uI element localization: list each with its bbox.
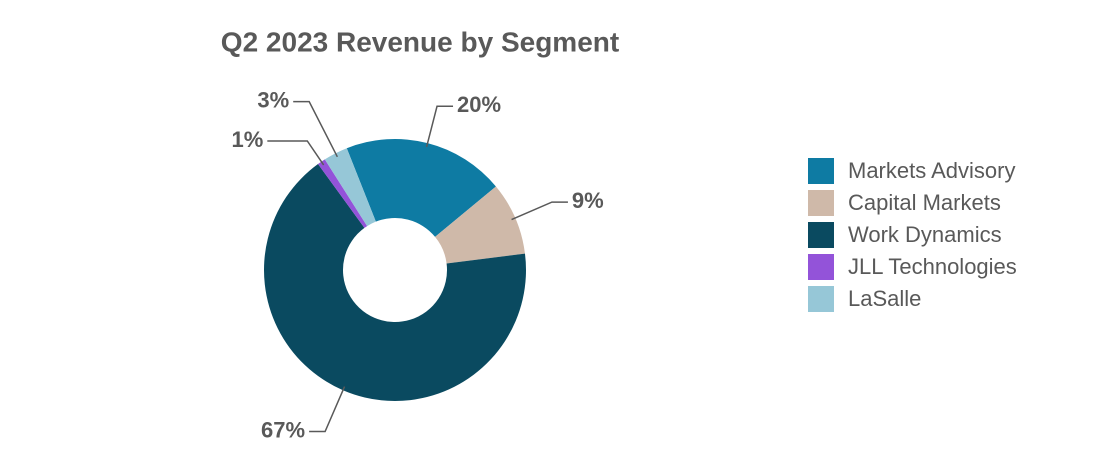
legend-label: LaSalle: [848, 286, 921, 311]
legend-swatch: [808, 254, 834, 280]
legend-label: Markets Advisory: [848, 158, 1016, 183]
leader-line: [425, 105, 454, 148]
slice: [264, 164, 526, 401]
slice: [435, 186, 525, 264]
value-label: 1%: [232, 127, 264, 152]
slice: [318, 159, 368, 228]
value-label: 67%: [261, 417, 305, 442]
legend-label: Capital Markets: [848, 190, 1001, 215]
legend-label: Work Dynamics: [848, 222, 1002, 247]
legend-label: JLL Technologies: [848, 254, 1017, 279]
leader-line: [267, 140, 325, 166]
value-label: 20%: [457, 92, 501, 117]
value-label: 3%: [257, 87, 289, 112]
slice: [324, 148, 376, 227]
legend-swatch: [808, 286, 834, 312]
leader-line: [309, 386, 346, 433]
legend-swatch: [808, 222, 834, 248]
chart-title: Q2 2023 Revenue by Segment: [221, 26, 619, 57]
leader-line: [293, 100, 339, 158]
slice: [346, 139, 496, 237]
legend-swatch: [808, 158, 834, 184]
leader-line: [511, 201, 568, 221]
legend-swatch: [808, 190, 834, 216]
value-label: 9%: [572, 188, 604, 213]
